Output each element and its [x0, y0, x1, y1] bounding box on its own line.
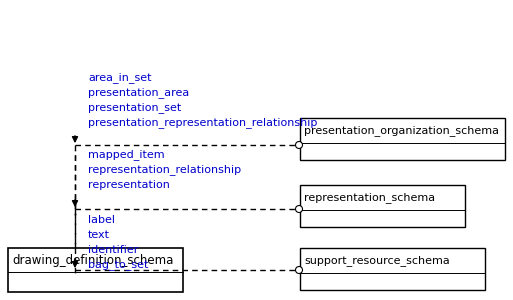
Text: mapped_item: mapped_item: [88, 149, 165, 161]
Text: presentation_area: presentation_area: [88, 88, 189, 98]
Bar: [300, 248, 485, 290]
Text: representation_schema: representation_schema: [304, 192, 435, 203]
Text: presentation_set: presentation_set: [88, 103, 181, 113]
Bar: [300, 185, 465, 227]
Bar: [300, 118, 505, 160]
Text: label: label: [88, 215, 115, 225]
Text: bag_to_set: bag_to_set: [88, 260, 148, 271]
Text: presentation_representation_relationship: presentation_representation_relationship: [88, 118, 318, 128]
Text: support_resource_schema: support_resource_schema: [304, 255, 450, 266]
Text: drawing_definition_schema: drawing_definition_schema: [12, 254, 173, 267]
Circle shape: [295, 142, 303, 148]
Text: text: text: [88, 230, 110, 240]
Bar: [8, 248, 183, 292]
Text: area_in_set: area_in_set: [88, 73, 151, 83]
Text: identifier: identifier: [88, 245, 139, 255]
Text: presentation_organization_schema: presentation_organization_schema: [304, 125, 499, 136]
Circle shape: [295, 206, 303, 212]
Text: representation: representation: [88, 180, 170, 190]
Text: representation_relationship: representation_relationship: [88, 164, 241, 175]
Circle shape: [295, 266, 303, 274]
